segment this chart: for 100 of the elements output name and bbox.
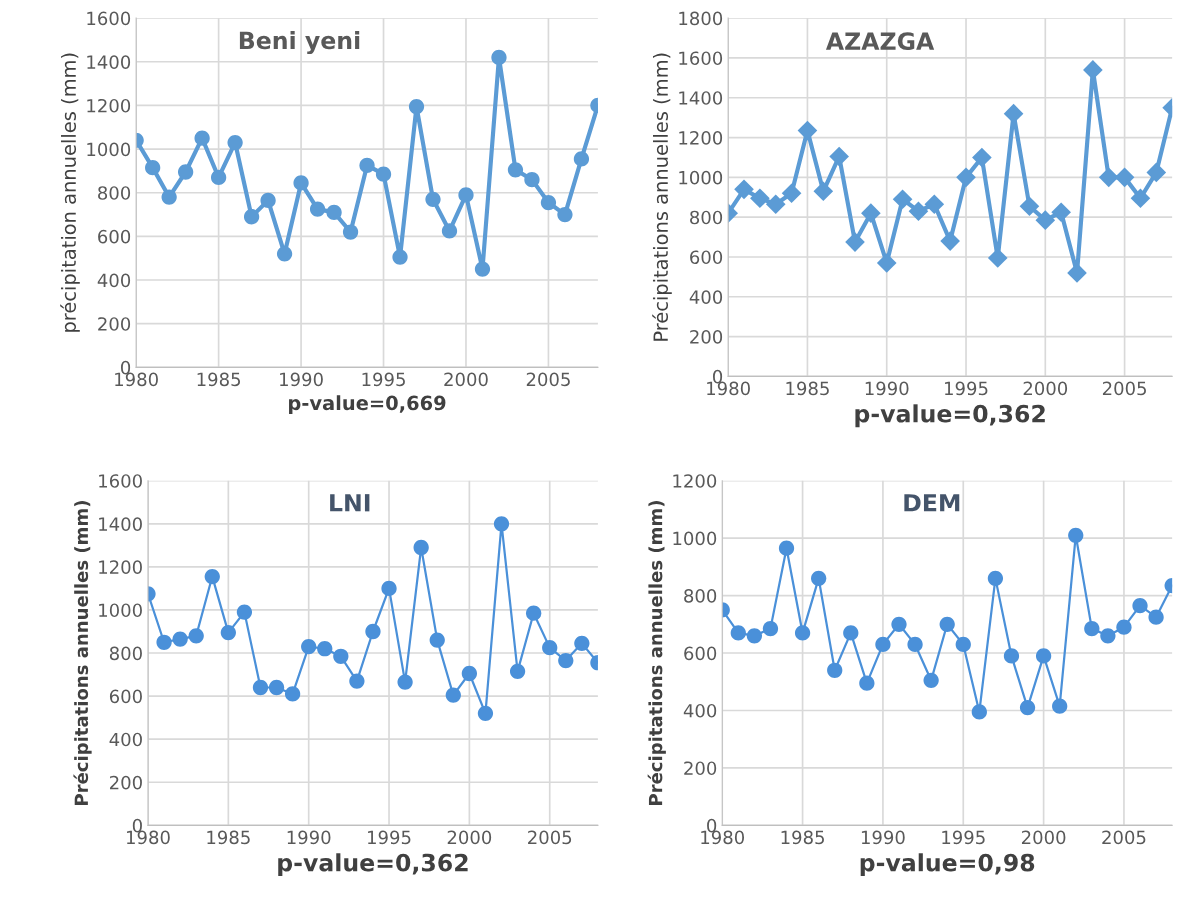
x-tick-label: 1995	[942, 830, 985, 845]
point	[730, 625, 746, 641]
point	[1116, 619, 1132, 635]
point	[813, 181, 834, 202]
x-tick-label: 1990	[280, 372, 323, 387]
point	[276, 246, 293, 262]
x-tick-label: 1985	[207, 830, 250, 845]
y-tick-label: 600	[690, 250, 723, 265]
point	[252, 679, 269, 696]
point	[359, 157, 375, 174]
point	[301, 638, 317, 655]
x-tick-label: 1995	[368, 830, 411, 845]
point	[425, 191, 441, 207]
point	[156, 634, 172, 650]
point	[317, 641, 333, 657]
point	[907, 636, 923, 653]
y-tick-label: 200	[690, 330, 723, 344]
y-tick-label: 1200	[679, 131, 723, 145]
point	[1130, 188, 1151, 209]
point	[509, 663, 526, 679]
point	[1068, 527, 1084, 543]
point	[845, 232, 865, 252]
point	[811, 570, 827, 586]
point	[477, 705, 494, 721]
point	[734, 179, 754, 200]
y-tick-label: 1200	[673, 474, 717, 488]
y-tick-label: 1000	[99, 603, 142, 618]
point	[797, 120, 818, 141]
point	[441, 223, 458, 239]
x-axis-title: p-value=0,98	[860, 853, 1035, 877]
point	[956, 167, 976, 188]
x-tick-label: 1985	[197, 372, 241, 387]
text: Beni yeni	[239, 31, 360, 55]
point	[161, 189, 177, 205]
point	[293, 175, 309, 191]
point	[829, 146, 849, 167]
point	[381, 580, 397, 597]
point	[236, 604, 253, 620]
point	[493, 516, 510, 532]
point	[1114, 167, 1135, 188]
point	[971, 704, 987, 720]
point	[781, 183, 802, 204]
point	[526, 605, 542, 621]
x-tick-label: 1990	[287, 830, 331, 845]
x-tick-label: 2000	[444, 372, 488, 387]
point	[194, 130, 210, 146]
chart-title: LNI	[330, 494, 370, 512]
point	[458, 187, 474, 203]
y-tick-label: 200	[684, 761, 717, 776]
y-axis-title: Précipitations annuelles (mm)	[652, 53, 672, 341]
point	[145, 160, 161, 176]
y-tick-label: 1200	[87, 98, 131, 113]
point	[392, 249, 408, 265]
y-tick-label: 400	[109, 732, 142, 747]
point	[876, 253, 897, 273]
point	[429, 632, 445, 648]
point	[540, 194, 557, 211]
point	[940, 231, 960, 251]
point	[573, 151, 590, 167]
y-tick-label: 1000	[673, 531, 717, 546]
y-tick-label: 800	[690, 210, 723, 225]
chart-title: AZAZGA	[825, 32, 935, 51]
x-tick-label: 1990	[865, 381, 909, 396]
point	[461, 665, 478, 682]
y-tick-label: 1600	[87, 11, 131, 26]
y-tick-label: 1000	[679, 170, 723, 185]
point	[891, 616, 907, 632]
chart-title: DEM	[904, 494, 960, 512]
point	[1148, 609, 1164, 625]
point	[204, 568, 220, 585]
y-axis-title: précipitation annuelles (mm)	[60, 53, 80, 332]
point	[762, 620, 779, 637]
y-tick-label: 1800	[679, 11, 723, 26]
point	[1084, 620, 1100, 637]
point	[1052, 698, 1068, 714]
x-tick-label: 2000	[447, 830, 492, 845]
point	[987, 570, 1004, 586]
point	[1019, 196, 1040, 217]
y-tick-label: 1400	[99, 517, 142, 531]
y-tick-label: 200	[98, 317, 131, 331]
point	[557, 206, 573, 223]
point	[1051, 202, 1071, 223]
point	[445, 687, 461, 703]
point	[1003, 648, 1020, 664]
point	[188, 628, 204, 644]
x-axis-title: p-value=0,669	[289, 395, 446, 415]
point	[178, 164, 194, 180]
point	[1003, 103, 1024, 124]
x-tick-label: 2005	[1102, 830, 1146, 845]
point	[859, 675, 875, 691]
x-tick-label: 1995	[945, 381, 988, 396]
point	[1146, 162, 1167, 183]
y-tick-label: 600	[684, 646, 717, 661]
point	[746, 628, 763, 644]
point	[1067, 263, 1087, 283]
point	[955, 636, 971, 653]
point	[413, 539, 429, 556]
x-tick-label: 1990	[861, 830, 905, 845]
point	[574, 635, 590, 651]
point	[397, 674, 413, 690]
